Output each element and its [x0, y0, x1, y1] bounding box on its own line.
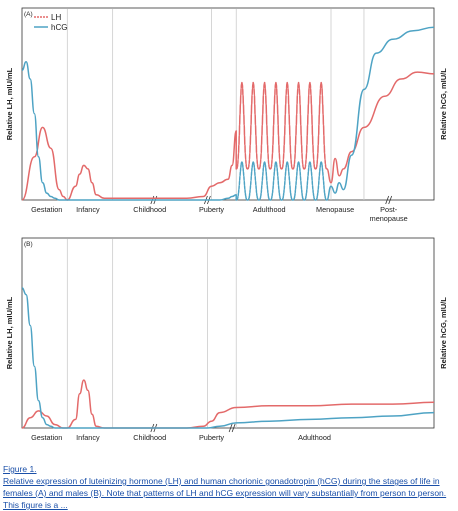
stage-label-0: Gestation: [31, 205, 62, 214]
chart-panel-b: (B) Gestation Infancy Childhood Puberty Adult…: [0, 232, 458, 462]
plot-frame: [21, 237, 435, 429]
panel-label: (A): [24, 11, 33, 18]
stage-label-4: Adulthood: [253, 205, 286, 214]
stage-label-2: Childhood: [133, 433, 166, 442]
stage-label-3: Puberty: [199, 433, 224, 442]
stage-label-3: Puberty: [199, 205, 224, 214]
series-line-lh: [21, 379, 435, 429]
stage-label-0: Gestation: [31, 433, 62, 442]
stage-label-1: Infancy: [76, 433, 100, 442]
plot-frame: [21, 7, 435, 201]
series-line-hcg: [21, 287, 435, 429]
panel-label: (B): [24, 241, 33, 248]
stage-label-2: Childhood: [133, 205, 166, 214]
stage-label-6: Post-: [380, 205, 398, 214]
series-line-lh: [21, 71, 435, 201]
chart-b-svg: (B) Gestation Infancy Childhood Puberty Adult…: [5, 237, 448, 442]
caption-body: Relative expression of luteinizing hormo…: [3, 476, 447, 510]
legend-label-hcg: hCG: [51, 23, 67, 32]
y-axis-label-right: Relative hCG, mIU/L: [439, 297, 448, 369]
axis-break-2: [385, 195, 393, 205]
legend-label-lh: LH: [51, 13, 61, 22]
axis-break-1: [228, 423, 236, 433]
stage-label-6-line2: menopause: [370, 214, 408, 223]
stage-label-4: Adulthood: [298, 433, 331, 442]
stage-label-5: Menopause: [316, 205, 354, 214]
y-axis-label-left: Relative LH, mIU/mL: [5, 296, 14, 369]
chart-panel-a: (A) LH hCG Gestation Infancy Childhood Puberty…: [0, 0, 458, 232]
series-line-hcg: [21, 26, 435, 201]
stage-label-1: Infancy: [76, 205, 100, 214]
y-axis-label-left: Relative LH, mIU/mL: [5, 67, 14, 140]
y-axis-label-right: Relative hCG, mIU/L: [439, 68, 448, 140]
caption-title[interactable]: Figure 1.: [3, 464, 37, 474]
